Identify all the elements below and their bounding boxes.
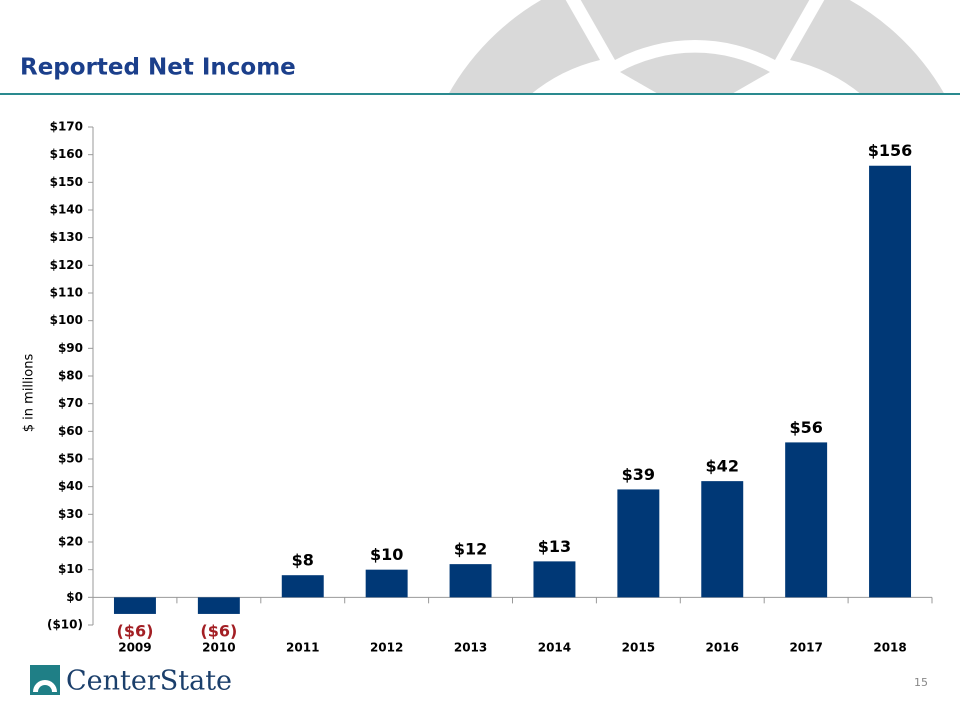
value-label: $42 <box>706 457 739 476</box>
bar <box>869 165 912 598</box>
value-label: ($6) <box>200 621 237 640</box>
y-tick-label: $20 <box>58 535 83 549</box>
bar <box>281 575 324 598</box>
x-tick-label: 2016 <box>706 641 739 655</box>
bar <box>701 481 744 598</box>
logo-text: CenterState <box>66 666 232 697</box>
slide-title: Reported Net Income <box>20 55 296 81</box>
value-label: $39 <box>622 465 655 484</box>
y-tick-label: $60 <box>58 424 83 438</box>
bar <box>617 489 660 598</box>
y-tick-label: ($10) <box>47 618 83 632</box>
x-tick-label: 2010 <box>202 641 235 655</box>
y-tick-label: $120 <box>50 258 83 272</box>
x-tick-label: 2009 <box>118 641 151 655</box>
y-tick-label: $50 <box>58 452 83 466</box>
value-label: $10 <box>370 545 403 564</box>
x-tick-label: 2014 <box>538 641 571 655</box>
bar <box>365 569 408 598</box>
y-tick-label: $140 <box>50 203 83 217</box>
page-number: 15 <box>914 676 928 689</box>
y-axis-label: $ in millions <box>22 354 37 433</box>
bar <box>449 564 492 598</box>
bar <box>113 597 156 614</box>
x-tick-label: 2013 <box>454 641 487 655</box>
value-label: ($6) <box>117 621 154 640</box>
value-label: $156 <box>868 141 913 160</box>
value-label: $13 <box>538 537 571 556</box>
background-emblem <box>448 0 945 95</box>
value-label: $8 <box>292 551 314 570</box>
y-tick-label: $0 <box>66 590 83 604</box>
x-tick-label: 2017 <box>789 641 822 655</box>
y-tick-label: $150 <box>50 175 83 189</box>
y-tick-label: $90 <box>58 341 83 355</box>
y-tick-label: $110 <box>50 286 83 300</box>
x-tick-label: 2018 <box>873 641 906 655</box>
y-tick-label: $70 <box>58 396 83 410</box>
x-tick-label: 2012 <box>370 641 403 655</box>
y-tick-label: $10 <box>58 562 83 576</box>
y-tick-label: $170 <box>50 120 83 134</box>
y-tick-label: $80 <box>58 369 83 383</box>
bar <box>785 442 828 598</box>
value-label: $12 <box>454 540 487 559</box>
bar <box>533 561 576 598</box>
value-label: $56 <box>789 418 822 437</box>
bar <box>197 597 240 614</box>
y-tick-label: $40 <box>58 479 83 493</box>
y-tick-label: $130 <box>50 230 83 244</box>
y-tick-label: $160 <box>50 147 83 161</box>
x-tick-label: 2015 <box>622 641 655 655</box>
y-tick-label: $30 <box>58 507 83 521</box>
y-tick-label: $100 <box>50 313 83 327</box>
x-tick-label: 2011 <box>286 641 319 655</box>
logo: CenterState <box>30 665 232 697</box>
